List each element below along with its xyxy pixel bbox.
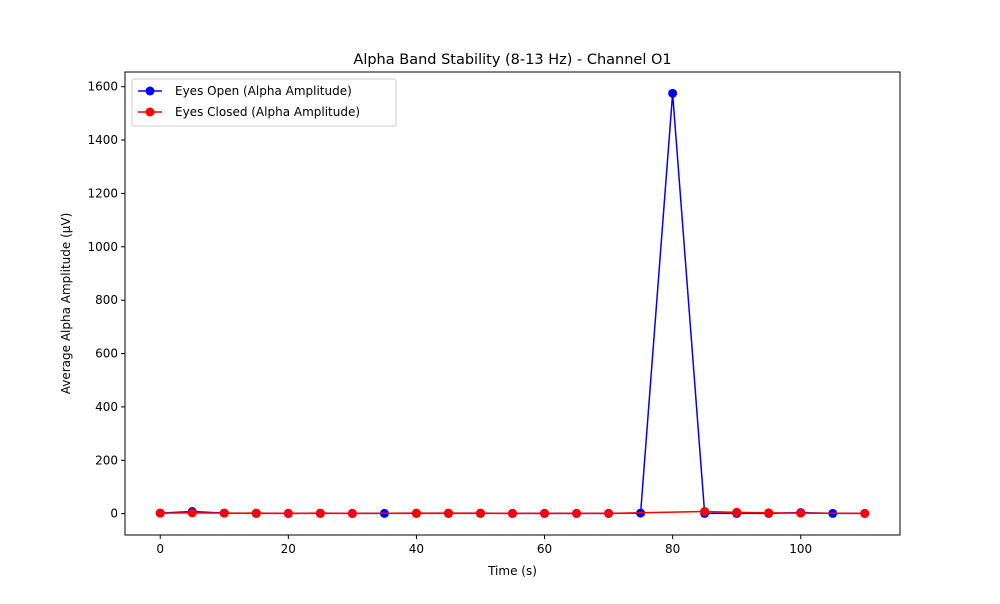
data-point-eyes-closed — [187, 508, 197, 518]
data-point-eyes-closed — [475, 508, 485, 518]
x-axis-label: Time (s) — [487, 564, 537, 578]
plot-area — [155, 88, 870, 518]
data-point-eyes-closed — [315, 508, 325, 518]
chart-title: Alpha Band Stability (8-13 Hz) - Channel… — [353, 52, 671, 68]
y-tick-label: 1200 — [87, 186, 118, 200]
y-tick-label: 1600 — [87, 80, 118, 94]
y-axis-label: Average Alpha Amplitude (µV) — [59, 213, 73, 395]
legend-marker-eyes-open — [145, 86, 155, 96]
y-tick-label: 600 — [95, 347, 118, 361]
data-point-eyes-open — [668, 88, 678, 98]
x-tick-label: 40 — [409, 542, 424, 556]
data-point-eyes-closed — [347, 508, 357, 518]
data-point-eyes-closed — [540, 508, 550, 518]
y-tick-label: 1400 — [87, 133, 118, 147]
x-tick-label: 100 — [789, 542, 812, 556]
legend-label-eyes-open: Eyes Open (Alpha Amplitude) — [175, 84, 352, 98]
data-point-eyes-closed — [700, 507, 710, 517]
data-point-eyes-closed — [860, 508, 870, 518]
data-point-eyes-closed — [572, 508, 582, 518]
y-tick-label: 800 — [95, 293, 118, 307]
data-point-eyes-closed — [219, 508, 229, 518]
legend-frame — [131, 78, 397, 127]
y-tick-label: 0 — [110, 507, 118, 521]
data-point-eyes-closed — [283, 508, 293, 518]
plot-frame — [124, 71, 901, 536]
data-point-eyes-closed — [155, 508, 165, 518]
x-tick-label: 80 — [665, 542, 680, 556]
series-line-eyes-open — [160, 93, 865, 515]
y-tick-label: 400 — [95, 400, 118, 414]
x-tick-label: 20 — [281, 542, 296, 556]
axes: 0 20 40 60 80 1000200400600800100012001400160… — [87, 80, 812, 556]
data-point-eyes-closed — [443, 508, 453, 518]
data-point-eyes-closed — [251, 508, 261, 518]
legend-label-eyes-closed: Eyes Closed (Alpha Amplitude) — [175, 105, 360, 119]
data-point-eyes-closed — [508, 508, 517, 518]
data-point-eyes-closed — [764, 508, 774, 518]
x-tick-label: 0 — [156, 542, 164, 556]
data-point-eyes-closed — [732, 507, 742, 517]
y-tick-label: 200 — [95, 453, 118, 467]
data-point-eyes-closed — [796, 508, 806, 518]
legend: Eyes Open (Alpha Amplitude) Eyes Closed … — [131, 78, 397, 127]
data-point-eyes-closed — [604, 508, 614, 518]
x-tick-label: 60 — [537, 542, 552, 556]
legend-marker-eyes-closed — [145, 107, 155, 117]
data-point-eyes-closed — [411, 508, 421, 518]
y-tick-label: 1000 — [87, 240, 118, 254]
